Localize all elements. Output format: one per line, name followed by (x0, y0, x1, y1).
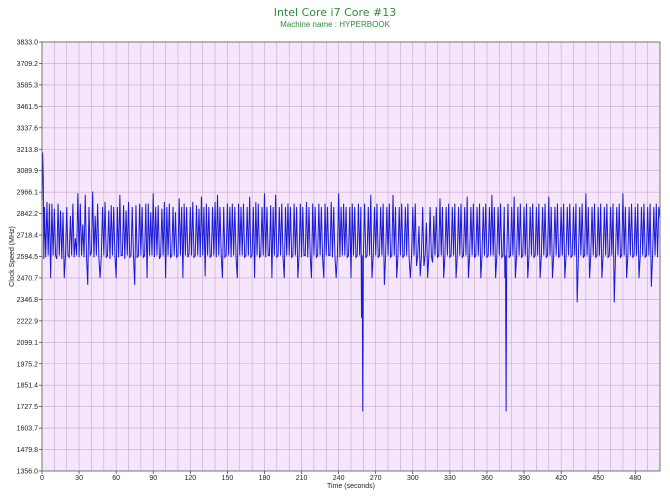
x-tick-label: 120 (184, 475, 196, 482)
grid-lines (42, 42, 660, 471)
y-axis-ticks: 3833.0 3709.2 3585.3 3461.5 3337.6 3213.8 3089… (17, 40, 42, 476)
y-tick-label: 1975.2 (17, 361, 39, 368)
x-tick-label: 270 (370, 475, 382, 482)
x-tick-label: 90 (149, 475, 157, 482)
x-tick-label: 420 (555, 475, 567, 482)
y-tick-label: 1851.4 (17, 383, 39, 390)
y-tick-label: 3089.9 (17, 168, 39, 175)
x-axis-label: Time (seconds) (327, 483, 375, 490)
y-tick-label: 3461.5 (17, 104, 39, 111)
y-tick-label: 3585.3 (17, 82, 39, 89)
series-line (41, 152, 661, 412)
x-tick-label: 360 (481, 475, 493, 482)
y-tick-label: 2594.5 (17, 254, 39, 261)
x-tick-label: 150 (222, 475, 234, 482)
plot-border (41, 41, 661, 472)
y-tick-label: 2842.2 (17, 211, 39, 218)
y-tick-label: 1356.0 (17, 469, 39, 476)
x-tick-label: 330 (444, 475, 456, 482)
x-tick-label: 30 (75, 475, 83, 482)
y-tick-label: 2470.7 (17, 275, 39, 282)
x-tick-label: 450 (592, 475, 604, 482)
y-tick-label: 3337.6 (17, 125, 39, 132)
y-tick-label: 2346.8 (17, 297, 39, 304)
chart-title: Intel Core i7 Core #13 (273, 6, 397, 19)
x-tick-label: 180 (259, 475, 271, 482)
x-tick-label: 240 (333, 475, 345, 482)
y-tick-label: 1603.7 (17, 426, 39, 433)
x-tick-label: 0 (40, 475, 44, 482)
x-tick-label: 60 (112, 475, 120, 482)
y-tick-label: 3833.0 (17, 40, 39, 47)
y-tick-label: 1727.5 (17, 404, 39, 411)
y-tick-label: 1479.8 (17, 447, 39, 454)
y-tick-label: 2099.1 (17, 340, 39, 347)
x-tick-label: 480 (629, 475, 641, 482)
x-tick-label: 390 (518, 475, 530, 482)
y-tick-label: 2966.1 (17, 190, 39, 197)
chart-subtitle: Machine name : HYPERBOOK (280, 20, 390, 29)
y-axis-label: Clock Speed (MHz) (9, 226, 16, 287)
x-tick-label: 210 (296, 475, 308, 482)
y-tick-label: 2718.4 (17, 233, 39, 240)
x-tick-label: 300 (407, 475, 419, 482)
x-axis-ticks: 0 30 60 90 120 150 180 210 240 270 300 330 360 390 420… (40, 471, 641, 482)
y-tick-label: 3709.2 (17, 61, 39, 68)
y-tick-label: 3213.8 (17, 147, 39, 154)
y-tick-label: 2222.9 (17, 318, 39, 325)
